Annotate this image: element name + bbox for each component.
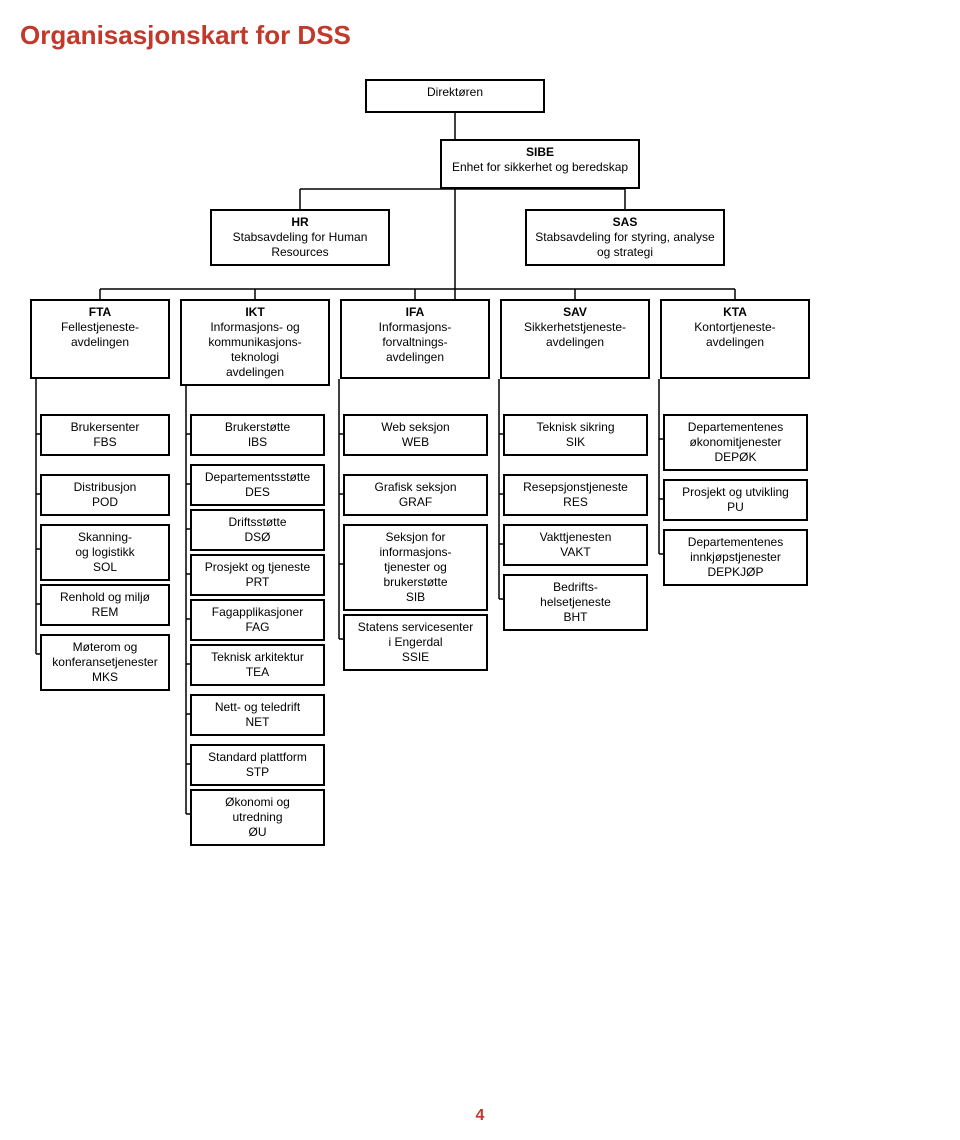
box-code: SAV <box>508 305 642 320</box>
unit-sav-3: Bedrifts-helsetjenesteBHT <box>503 574 648 631</box>
hr-box: HRStabsavdeling for Human Resources <box>210 209 390 266</box>
dept-ifa: IFAInformasjons-forvaltnings-avdelingen <box>340 299 490 379</box>
box-code: IKT <box>188 305 322 320</box>
box-label: Nett- og teledriftNET <box>215 700 300 729</box>
dept-ikt: IKTInformasjons- og kommunikasjons-tekno… <box>180 299 330 386</box>
unit-fta-1: DistribusjonPOD <box>40 474 170 516</box>
unit-ikt-4: FagapplikasjonerFAG <box>190 599 325 641</box>
unit-sav-1: ResepsjonstjenesteRES <box>503 474 648 516</box>
box-code: FTA <box>38 305 162 320</box>
box-label: DepartementenesøkonomitjenesterDEPØK <box>688 420 783 464</box>
sas-box: SASStabsavdeling for styring, analyse og… <box>525 209 725 266</box>
box-label: Informasjons-forvaltnings-avdelingen <box>379 320 452 364</box>
org-chart: Direktøren SIBEEnhet for sikkerhet og ber… <box>20 79 940 879</box>
unit-kta-2: DepartementenesinnkjøpstjenesterDEPKJØP <box>663 529 808 586</box>
box-label: Standard plattformSTP <box>208 750 307 779</box>
box-label: Prosjekt og utviklingPU <box>682 485 789 514</box>
unit-ikt-8: Økonomi ogutredningØU <box>190 789 325 846</box>
box-label: FagapplikasjonerFAG <box>212 605 303 634</box>
unit-ifa-1: Grafisk seksjonGRAF <box>343 474 488 516</box>
unit-ikt-0: BrukerstøtteIBS <box>190 414 325 456</box>
box-label: BrukersenterFBS <box>71 420 140 449</box>
page-title: Organisasjonskart for DSS <box>20 20 940 51</box>
dept-kta: KTAKontortjeneste-avdelingen <box>660 299 810 379</box>
box-label: Kontortjeneste-avdelingen <box>694 320 775 349</box>
box-label: Seksjon forinformasjons-tjenester ogbruk… <box>379 530 451 604</box>
box-code: IFA <box>348 305 482 320</box>
box-label: Sikkerhetstjeneste-avdelingen <box>524 320 626 349</box>
box-label: DepartementenesinnkjøpstjenesterDEPKJØP <box>688 535 783 579</box>
unit-ifa-0: Web seksjonWEB <box>343 414 488 456</box>
unit-ikt-7: Standard plattformSTP <box>190 744 325 786</box>
box-label: DriftsstøtteDSØ <box>228 515 286 544</box>
box-label: ResepsjonstjenesteRES <box>523 480 628 509</box>
box-label: Bedrifts-helsetjenesteBHT <box>540 580 611 624</box>
unit-ikt-6: Nett- og teledriftNET <box>190 694 325 736</box>
unit-ifa-2: Seksjon forinformasjons-tjenester ogbruk… <box>343 524 488 611</box>
box-code: SIBE <box>448 145 632 160</box>
unit-kta-1: Prosjekt og utviklingPU <box>663 479 808 521</box>
unit-kta-0: DepartementenesøkonomitjenesterDEPØK <box>663 414 808 471</box>
box-label: Møterom ogkonferansetjenesterMKS <box>52 640 157 684</box>
box-label: DistribusjonPOD <box>74 480 137 509</box>
box-label: Direktøren <box>427 85 483 99</box>
unit-ikt-2: DriftsstøtteDSØ <box>190 509 325 551</box>
box-label: Teknisk arkitekturTEA <box>211 650 304 679</box>
box-label: Renhold og miljøREM <box>60 590 150 619</box>
unit-fta-4: Møterom ogkonferansetjenesterMKS <box>40 634 170 691</box>
dept-fta: FTAFellestjeneste-avdelingen <box>30 299 170 379</box>
box-code: SAS <box>533 215 717 230</box>
dept-sav: SAVSikkerhetstjeneste-avdelingen <box>500 299 650 379</box>
box-label: DepartementsstøtteDES <box>205 470 310 499</box>
box-code: HR <box>218 215 382 230</box>
box-label: BrukerstøtteIBS <box>225 420 290 449</box>
unit-sav-0: Teknisk sikringSIK <box>503 414 648 456</box>
box-code: KTA <box>668 305 802 320</box>
unit-ikt-3: Prosjekt og tjenestePRT <box>190 554 325 596</box>
unit-fta-0: BrukersenterFBS <box>40 414 170 456</box>
unit-ifa-3: Statens servicesenteri EngerdalSSIE <box>343 614 488 671</box>
unit-fta-2: Skanning-og logistikkSOL <box>40 524 170 581</box>
box-label: Økonomi ogutredningØU <box>225 795 290 839</box>
box-label: Fellestjeneste-avdelingen <box>61 320 139 349</box>
unit-fta-3: Renhold og miljøREM <box>40 584 170 626</box>
box-label: Stabsavdeling for Human Resources <box>233 230 368 259</box>
box-label: Web seksjonWEB <box>381 420 449 449</box>
box-label: Skanning-og logistikkSOL <box>75 530 134 574</box>
unit-sav-2: VakttjenestenVAKT <box>503 524 648 566</box>
director-box: Direktøren <box>365 79 545 113</box>
box-label: Statens servicesenteri EngerdalSSIE <box>358 620 473 664</box>
box-label: Prosjekt og tjenestePRT <box>205 560 310 589</box>
unit-ikt-1: DepartementsstøtteDES <box>190 464 325 506</box>
box-label: Grafisk seksjonGRAF <box>374 480 456 509</box>
page-number: 4 <box>476 1107 485 1125</box>
box-label: Enhet for sikkerhet og beredskap <box>452 160 628 174</box>
box-label: Stabsavdeling for styring, analyse og st… <box>535 230 714 259</box>
sibe-box: SIBEEnhet for sikkerhet og beredskap <box>440 139 640 189</box>
unit-ikt-5: Teknisk arkitekturTEA <box>190 644 325 686</box>
box-label: Informasjons- og kommunikasjons-teknolog… <box>208 320 301 379</box>
box-label: VakttjenestenVAKT <box>540 530 612 559</box>
box-label: Teknisk sikringSIK <box>536 420 614 449</box>
